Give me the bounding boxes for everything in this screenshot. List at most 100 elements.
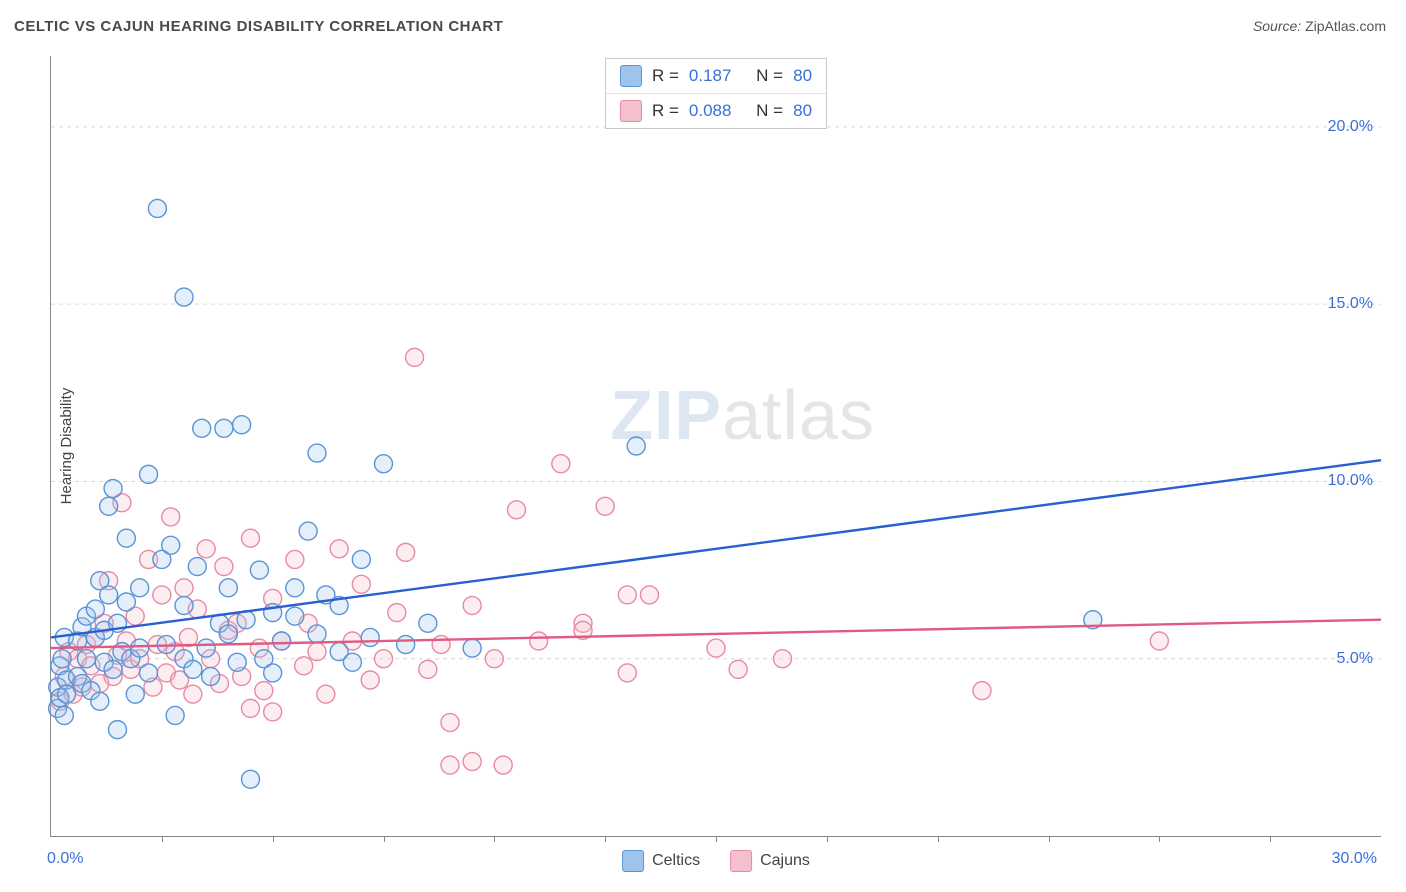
legend-item-celtics: Celtics	[622, 850, 700, 872]
data-point	[228, 653, 246, 671]
data-point	[188, 558, 206, 576]
data-point	[419, 614, 437, 632]
legend-label-celtics: Celtics	[652, 852, 700, 870]
data-point	[242, 529, 260, 547]
swatch-cajuns-bottom	[730, 850, 752, 872]
legend-row-celtics: R = 0.187 N = 80	[606, 59, 826, 93]
data-point	[286, 579, 304, 597]
data-point	[162, 536, 180, 554]
data-point	[166, 706, 184, 724]
data-point	[295, 657, 313, 675]
legend-row-cajuns: R = 0.088 N = 80	[606, 93, 826, 128]
data-point	[58, 685, 76, 703]
data-point	[317, 685, 335, 703]
data-point	[233, 416, 251, 434]
data-point	[641, 586, 659, 604]
data-point	[175, 288, 193, 306]
data-point	[463, 597, 481, 615]
data-point	[148, 199, 166, 217]
correlation-legend: R = 0.187 N = 80 R = 0.088 N = 80	[605, 58, 827, 129]
data-point	[299, 522, 317, 540]
source-label: Source:	[1253, 18, 1301, 34]
data-point	[55, 706, 73, 724]
source-attribution: Source: ZipAtlas.com	[1253, 18, 1386, 34]
data-point	[255, 682, 273, 700]
data-point	[250, 561, 268, 579]
data-point	[463, 753, 481, 771]
data-point	[77, 650, 95, 668]
data-point	[100, 497, 118, 515]
legend-N-label: N =	[756, 101, 783, 121]
legend-R-label: R =	[652, 66, 679, 86]
swatch-celtics	[620, 65, 642, 87]
x-tick	[162, 836, 163, 842]
data-point	[202, 667, 220, 685]
data-point	[1150, 632, 1168, 650]
x-tick	[1049, 836, 1050, 842]
data-point	[388, 604, 406, 622]
chart-title: CELTIC VS CAJUN HEARING DISABILITY CORRE…	[14, 18, 503, 35]
x-tick-label-0: 0.0%	[47, 850, 83, 868]
data-point	[175, 597, 193, 615]
series-legend: Celtics Cajuns	[622, 850, 810, 872]
data-point	[184, 685, 202, 703]
data-point	[463, 639, 481, 657]
swatch-celtics-bottom	[622, 850, 644, 872]
data-point	[330, 540, 348, 558]
x-tick	[1270, 836, 1271, 842]
data-point	[109, 721, 127, 739]
x-tick	[827, 836, 828, 842]
data-point	[441, 756, 459, 774]
legend-N-cajuns: 80	[793, 101, 812, 121]
data-point	[729, 660, 747, 678]
data-point	[219, 625, 237, 643]
data-point	[179, 628, 197, 646]
data-point	[91, 692, 109, 710]
data-point	[618, 586, 636, 604]
data-point	[485, 650, 503, 668]
data-point	[131, 579, 149, 597]
data-point	[175, 579, 193, 597]
data-point	[193, 419, 211, 437]
data-point	[441, 714, 459, 732]
data-point	[86, 600, 104, 618]
legend-R-label: R =	[652, 101, 679, 121]
data-point	[432, 636, 450, 654]
data-point	[219, 579, 237, 597]
x-tick	[716, 836, 717, 842]
data-point	[308, 444, 326, 462]
data-point	[286, 607, 304, 625]
data-point	[352, 550, 370, 568]
data-point	[286, 550, 304, 568]
data-point	[100, 586, 118, 604]
y-tick-label: 20.0%	[1328, 118, 1373, 136]
data-point	[361, 628, 379, 646]
data-point	[242, 699, 260, 717]
x-tick	[494, 836, 495, 842]
data-point	[197, 540, 215, 558]
y-tick-label: 5.0%	[1337, 650, 1373, 668]
data-point	[264, 703, 282, 721]
data-point	[273, 632, 291, 650]
x-tick-label-max: 30.0%	[1332, 850, 1377, 868]
data-point	[308, 625, 326, 643]
x-tick	[273, 836, 274, 842]
data-point	[375, 455, 393, 473]
data-point	[184, 660, 202, 678]
data-point	[397, 636, 415, 654]
legend-label-cajuns: Cajuns	[760, 852, 810, 870]
y-tick-label: 10.0%	[1328, 472, 1373, 490]
data-point	[117, 529, 135, 547]
trend-line	[51, 460, 1381, 637]
source-value: ZipAtlas.com	[1305, 18, 1386, 34]
x-tick	[1159, 836, 1160, 842]
data-point	[308, 643, 326, 661]
swatch-cajuns	[620, 100, 642, 122]
x-tick	[938, 836, 939, 842]
data-point	[552, 455, 570, 473]
data-point	[242, 770, 260, 788]
data-point	[419, 660, 437, 678]
data-point	[126, 685, 144, 703]
y-tick-label: 15.0%	[1328, 295, 1373, 313]
data-point	[618, 664, 636, 682]
